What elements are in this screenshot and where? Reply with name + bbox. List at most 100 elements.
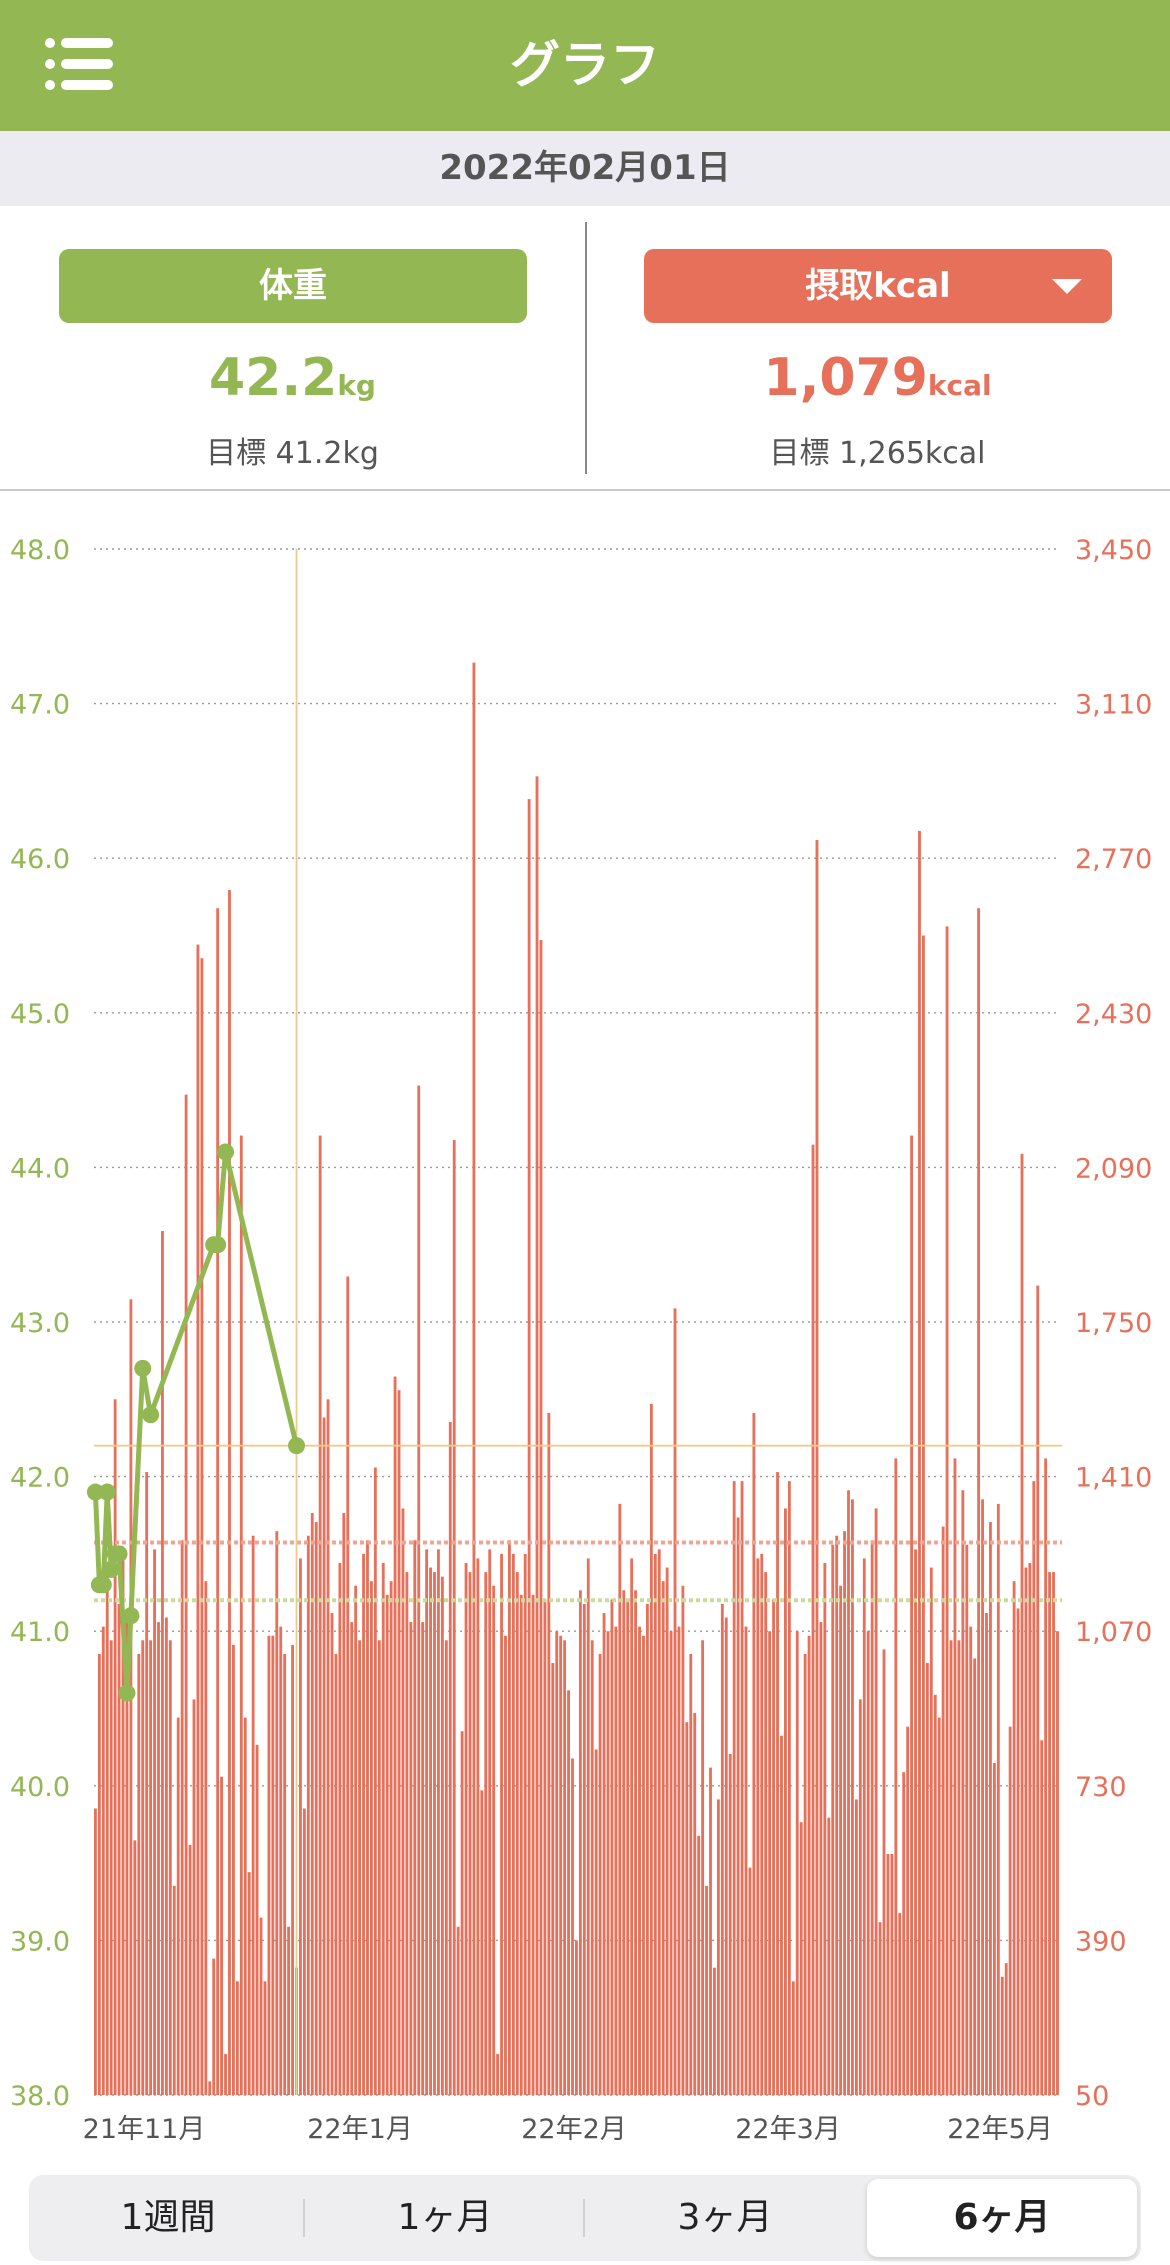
kcal-bar <box>208 2081 212 2095</box>
weight-point[interactable] <box>94 1576 112 1594</box>
period-1-month[interactable]: 1ヶ月 <box>397 2197 493 2238</box>
kcal-bar <box>914 1549 917 2095</box>
left-axis-tick-label: 38.0 <box>10 2081 70 2112</box>
kcal-bar <box>511 1553 515 2095</box>
period-3-month[interactable]: 3ヶ月 <box>677 2197 773 2238</box>
right-axis-tick-label: 50 <box>1075 2081 1109 2112</box>
kcal-bar <box>571 1758 574 2095</box>
kcal-bar <box>1028 1562 1032 2095</box>
kcal-bar <box>1016 1608 1020 2095</box>
period-selector: 1週間 1ヶ月 3ヶ月 6ヶ月 <box>29 2175 1141 2261</box>
kcal-bar <box>444 1640 448 2095</box>
kcal-bar <box>780 1735 783 2095</box>
weight-button[interactable]: 体重 <box>59 249 527 323</box>
section-divider <box>0 489 1170 491</box>
kcal-bar <box>910 1135 914 2095</box>
menu-button[interactable] <box>44 36 120 96</box>
period-6-month[interactable]: 6ヶ月 <box>867 2179 1137 2257</box>
weight-point[interactable] <box>118 1684 136 1702</box>
kcal-bar <box>634 1590 638 2095</box>
kcal-bar <box>484 1572 488 2095</box>
kcal-bar <box>870 1540 874 2095</box>
weight-point[interactable] <box>102 1560 120 1578</box>
kcal-bar <box>886 1854 890 2095</box>
x-axis-tick-label: 21年11月 <box>83 2114 206 2145</box>
kcal-bar <box>559 1635 563 2095</box>
kcal-bar <box>539 940 543 2095</box>
kcal-bar <box>819 1622 823 2095</box>
kcal-bar <box>101 1626 105 2095</box>
kcal-bar <box>736 1517 740 2095</box>
weight-point[interactable] <box>122 1607 140 1625</box>
kcal-bar <box>452 1140 456 2095</box>
kcal-bar <box>389 1581 393 2095</box>
weight-point[interactable] <box>86 1483 104 1501</box>
kcal-bar <box>705 1885 708 2095</box>
kcal-bar <box>527 799 531 2095</box>
kcal-bar <box>310 1512 314 2095</box>
kcal-bar <box>728 1753 732 2095</box>
kcal-bar <box>366 1540 369 2095</box>
kcal-bar <box>701 1640 705 2095</box>
weight-point[interactable] <box>209 1236 227 1254</box>
kcal-bar <box>1036 1285 1040 2095</box>
kcal-bar <box>961 1490 965 2095</box>
list-menu-icon[interactable] <box>44 36 120 96</box>
kcal-bar <box>176 1717 180 2095</box>
kcal-bar <box>697 1835 701 2095</box>
kcal-bar <box>610 1599 614 2095</box>
kcal-bar <box>898 1913 902 2095</box>
kcal-bar <box>709 1767 712 2095</box>
kcal-bar <box>299 1558 302 2095</box>
intake-dropdown-button[interactable]: 摂取kcal <box>644 249 1112 323</box>
kcal-bar <box>965 1544 969 2095</box>
kcal-bar <box>862 1558 866 2095</box>
kcal-bar <box>417 1085 421 2095</box>
weight-kcal-chart[interactable]: 38.0 39.0 40.0 41.0 42.0 43.0 44.0 45.0 46.0 47.0… <box>0 491 1170 2163</box>
kcal-bar <box>306 1535 310 2095</box>
kcal-bar <box>318 1135 322 2095</box>
kcal-bar <box>149 1640 153 2095</box>
kcal-bar <box>543 1599 547 2095</box>
nav-bar: グラフ <box>0 0 1170 131</box>
kcal-bar <box>137 1653 141 2095</box>
kcal-bar <box>890 1854 894 2095</box>
kcal-bar <box>504 1635 507 2095</box>
weight-point[interactable] <box>134 1359 152 1377</box>
kcal-bar <box>618 1503 622 2095</box>
intake-button-label: 摂取kcal <box>805 266 951 306</box>
kcal-bar <box>188 1844 192 2095</box>
weight-point[interactable] <box>288 1437 306 1455</box>
weight-point[interactable] <box>110 1545 128 1563</box>
kcal-bar <box>153 1549 156 2095</box>
weight-point[interactable] <box>98 1483 116 1501</box>
weight-point[interactable] <box>217 1143 235 1161</box>
kcal-bar <box>322 1417 326 2095</box>
kcal-bar <box>302 1808 306 2095</box>
kcal-bar <box>373 1467 377 2095</box>
period-1-week[interactable]: 1週間 <box>120 2197 216 2238</box>
kcal-bar <box>787 1481 791 2095</box>
left-axis-tick-label: 41.0 <box>10 1617 70 1648</box>
kcal-bar <box>476 1558 480 2095</box>
kcal-bar <box>724 1617 728 2095</box>
left-axis-tick-label: 43.0 <box>10 1308 70 1339</box>
kcal-bar <box>472 662 476 2095</box>
kcal-bar <box>969 1626 973 2095</box>
kcal-bar <box>314 1522 318 2095</box>
kcal-bar <box>267 1635 271 2095</box>
kcal-bar <box>216 908 220 2095</box>
kcal-bar <box>784 1508 787 2095</box>
kcal-bar <box>1004 1963 1008 2095</box>
left-axis-tick-label: 48.0 <box>10 535 70 566</box>
kcal-bar <box>133 1840 137 2095</box>
kcal-bar <box>125 1622 129 2095</box>
weight-point[interactable] <box>142 1406 160 1424</box>
kcal-bar <box>839 1585 843 2095</box>
kcal-bar <box>271 1635 275 2095</box>
kcal-bar <box>925 1663 929 2095</box>
kcal-bar <box>941 1526 945 2095</box>
kcal-bar <box>500 1553 503 2095</box>
kcal-bar <box>949 1640 953 2095</box>
kcal-bar <box>858 1699 862 2095</box>
